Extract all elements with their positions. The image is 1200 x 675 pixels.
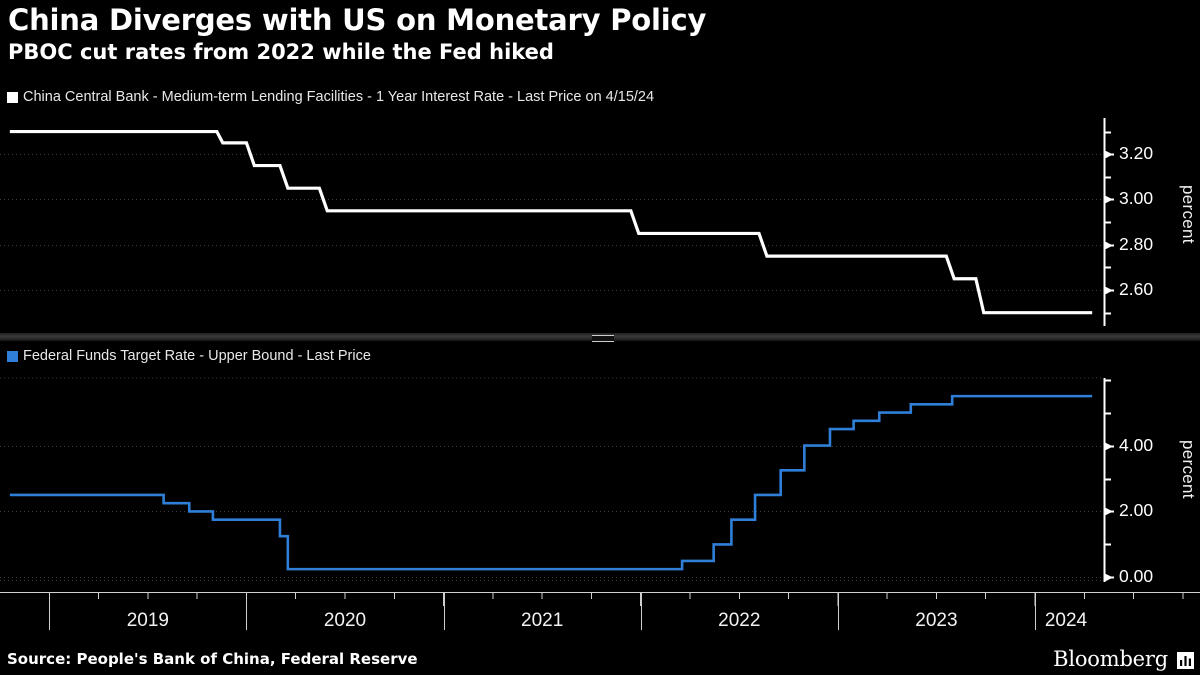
- x-tick-label-2023: 2023: [915, 610, 958, 631]
- bloomberg-wordmark: Bloomberg: [1053, 647, 1168, 671]
- y-axis-label-bottom: percent: [1179, 440, 1198, 499]
- x-tick-label-2022: 2022: [718, 610, 761, 631]
- x-tick-label-2020: 2020: [323, 610, 367, 631]
- fed-funds-line: [9, 394, 1093, 571]
- y-axis-tick-arrow: [1105, 507, 1113, 516]
- x-axis-year-separator-extension: [49, 592, 51, 630]
- x-axis-ticks: [0, 592, 1200, 606]
- y-axis-tick-arrow: [1105, 442, 1113, 451]
- panel-divider-handle[interactable]: [592, 335, 614, 342]
- legend-fed-funds: Federal Funds Target Rate - Upper Bound …: [7, 348, 371, 365]
- y-axis-tick-arrow: [1105, 150, 1113, 159]
- chart-panel-fed-funds: [0, 370, 1200, 592]
- y-axis-tick-arrow: [1105, 241, 1113, 250]
- x-axis-year-separator-extension: [246, 592, 248, 630]
- y-axis-label-top: percent: [1179, 185, 1198, 244]
- legend-china-mlf: China Central Bank - Medium-term Lending…: [7, 89, 654, 106]
- x-axis-year-separator-extension: [837, 592, 839, 630]
- y-tick-top-2: 2.80: [1119, 233, 1154, 254]
- source-note: Source: People's Bank of China, Federal …: [7, 650, 418, 668]
- legend-swatch-white-icon: [7, 92, 18, 103]
- china-mlf-line: [9, 129, 1093, 315]
- x-axis: 2019 2020 2021 2022 2023 2024: [0, 592, 1200, 640]
- chart-footer: Source: People's Bank of China, Federal …: [0, 646, 1200, 675]
- page-subtitle: PBOC cut rates from 2022 while the Fed h…: [8, 40, 554, 64]
- china-mlf-plot: [0, 118, 1114, 326]
- x-tick-label-2019: 2019: [126, 610, 169, 631]
- legend-label-china-mlf: China Central Bank - Medium-term Lending…: [23, 89, 655, 105]
- y-tick-bottom-1: 2.00: [1119, 500, 1154, 521]
- chart-panel-china-mlf: [0, 112, 1200, 332]
- y-axis-tick-arrow: [1105, 286, 1113, 295]
- fed-funds-plot: [0, 377, 1114, 582]
- panel-divider[interactable]: [0, 333, 1200, 342]
- x-axis-year-separator-extension: [1035, 592, 1036, 630]
- x-tick-label-2024: 2024: [1044, 610, 1088, 631]
- legend-swatch-blue-icon: [7, 351, 18, 362]
- x-axis-year-separator-extension: [443, 592, 445, 630]
- y-axis-tick-arrow: [1105, 195, 1113, 204]
- legend-label-fed-funds: Federal Funds Target Rate - Upper Bound …: [23, 348, 371, 364]
- y-tick-top-0: 3.20: [1119, 143, 1154, 164]
- x-axis-year-separator-extension: [640, 592, 642, 630]
- chart-header: China Diverges with US on Monetary Polic…: [8, 2, 1108, 65]
- x-tick-label-2021: 2021: [521, 610, 564, 631]
- bloomberg-bars-icon: [1177, 652, 1194, 669]
- page-title: China Diverges with US on Monetary Polic…: [8, 3, 707, 37]
- y-axis-tick-arrow: [1105, 573, 1113, 582]
- y-tick-bottom-2: 0.00: [1119, 566, 1154, 587]
- y-tick-top-3: 2.60: [1119, 279, 1154, 300]
- y-tick-bottom-0: 4.00: [1119, 434, 1154, 455]
- y-tick-top-1: 3.00: [1119, 188, 1154, 209]
